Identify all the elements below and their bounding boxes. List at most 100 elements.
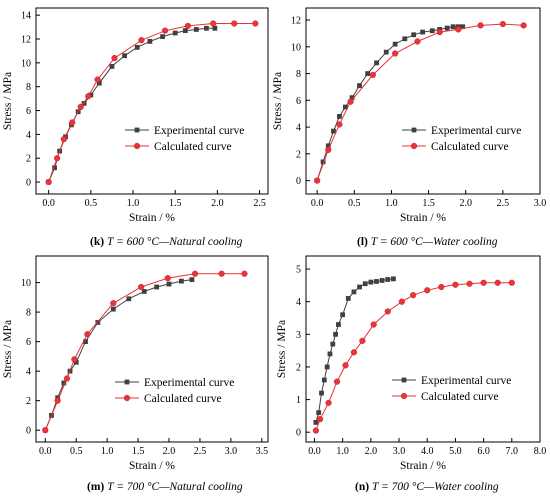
data-point-square <box>212 25 218 31</box>
data-point-square <box>134 44 140 50</box>
data-point-square <box>81 100 87 106</box>
y-tick-label: 12 <box>291 16 301 27</box>
series-line-circle <box>44 273 245 431</box>
plot-frame <box>35 7 269 195</box>
y-tick-label: 4 <box>296 297 301 308</box>
data-point-square <box>141 289 147 294</box>
chart-panel-0: 0.0 0.5 1.0 1.5 2.0 2.5 0 2 4 6 8 10 12 14 Strain / % S… <box>2 7 269 224</box>
data-point-circle <box>424 287 431 294</box>
data-point-square <box>316 410 322 416</box>
y-tick-label: 3 <box>296 330 301 341</box>
y-tick-label: 10 <box>291 42 301 53</box>
data-point-circle <box>42 427 49 434</box>
x-tick-label: 6.0 <box>477 446 490 457</box>
data-point-circle <box>191 270 199 277</box>
data-point-circle <box>370 321 377 328</box>
y-tick-label: 6 <box>296 96 301 107</box>
data-point-square <box>321 377 327 383</box>
data-point-square <box>374 279 379 284</box>
data-point-square <box>340 312 346 318</box>
y-tick-label: 4 <box>26 130 31 141</box>
data-point-square <box>319 390 324 396</box>
caption-text-k: T = 600 °C—Natural cooling <box>106 236 243 248</box>
caption-l: (l) T = 600 °C—Water cooling <box>357 236 497 248</box>
data-point-circle <box>350 349 358 356</box>
data-point-square <box>83 339 88 345</box>
data-point-square <box>327 351 333 357</box>
data-point-circle <box>392 50 399 57</box>
x-tick-label: 1.0 <box>127 198 140 209</box>
data-point-circle <box>508 279 515 286</box>
data-point-square <box>96 80 102 86</box>
data-point-circle <box>359 337 366 344</box>
data-point-square <box>429 28 435 34</box>
x-tick-label: 2.0 <box>459 198 472 209</box>
data-point-square <box>383 49 389 55</box>
data-point-circle <box>77 103 84 111</box>
data-point-circle <box>252 20 259 27</box>
x-tick-label: 2.5 <box>253 198 266 209</box>
data-point-circle <box>164 275 171 282</box>
data-point-circle <box>333 378 341 385</box>
data-point-circle <box>241 270 248 277</box>
x-tick-label: 0.5 <box>85 198 98 209</box>
legend-marker <box>401 377 407 383</box>
x-tick-label: 3.5 <box>256 446 269 457</box>
data-point-square <box>166 281 172 287</box>
data-point-square <box>122 53 127 59</box>
data-point-circle <box>342 362 349 369</box>
data-point-circle <box>369 71 376 79</box>
x-tick-label: 0.0 <box>39 446 52 457</box>
x-tick-label: 0.0 <box>42 198 55 209</box>
data-point-circle <box>438 283 445 291</box>
data-point-square <box>450 24 456 30</box>
data-point-square <box>379 278 385 283</box>
data-point-circle <box>110 300 117 307</box>
x-tick-label: 1.0 <box>336 446 349 457</box>
y-tick-label: 0 <box>26 426 31 437</box>
data-point-square <box>351 289 357 295</box>
x-tick-label: 2.0 <box>211 198 224 209</box>
x-tick-label: 8.0 <box>534 446 547 457</box>
y-tick-label: 6 <box>26 337 31 348</box>
legend-label: Calculated curve <box>154 141 232 153</box>
series-line-square <box>48 27 215 183</box>
legend-marker <box>133 142 141 150</box>
legend-marker <box>400 392 408 400</box>
chart-panel-2: 0.0 0.5 1.0 1.5 2.0 2.5 3.0 3.5 0 2 4 6 8 10 Strain / … <box>2 255 269 472</box>
data-point-square <box>368 279 374 285</box>
series-line-square <box>44 279 192 431</box>
legend-label: Calculated curve <box>431 141 509 153</box>
x-axis-title: Strain / % <box>400 460 446 472</box>
plot-frame <box>305 255 541 443</box>
data-point-circle <box>480 279 487 286</box>
x-tick-label: 7.0 <box>506 446 519 457</box>
x-tick-label: 2.5 <box>194 446 207 457</box>
data-point-circle <box>455 26 462 33</box>
data-point-square <box>313 420 319 425</box>
x-tick-label: 1.5 <box>422 198 435 209</box>
legend-marker <box>411 127 417 133</box>
data-point-square <box>204 25 209 31</box>
data-point-square <box>109 64 115 69</box>
x-axis-title: Strain / % <box>129 212 175 224</box>
series-line-circle <box>316 23 524 181</box>
plot-frame <box>35 255 269 443</box>
x-tick-label: 1.0 <box>385 198 398 209</box>
caption-letter-n: (n) <box>355 481 370 493</box>
legend-marker <box>124 379 130 385</box>
data-point-circle <box>499 20 506 28</box>
data-point-circle <box>85 93 92 100</box>
data-point-square <box>385 277 391 282</box>
y-tick-label: 10 <box>21 278 31 289</box>
legend-marker <box>123 394 131 402</box>
caption-letter-m: (m) <box>87 481 105 493</box>
x-tick-label: 1.5 <box>132 446 145 457</box>
data-point-circle <box>45 178 52 186</box>
y-axis-title: Stress / MPa <box>2 320 14 378</box>
y-tick-label: 1 <box>296 395 301 406</box>
data-point-square <box>357 83 362 89</box>
data-point-circle <box>452 281 459 288</box>
data-point-square <box>160 34 165 40</box>
data-point-square <box>374 60 379 66</box>
